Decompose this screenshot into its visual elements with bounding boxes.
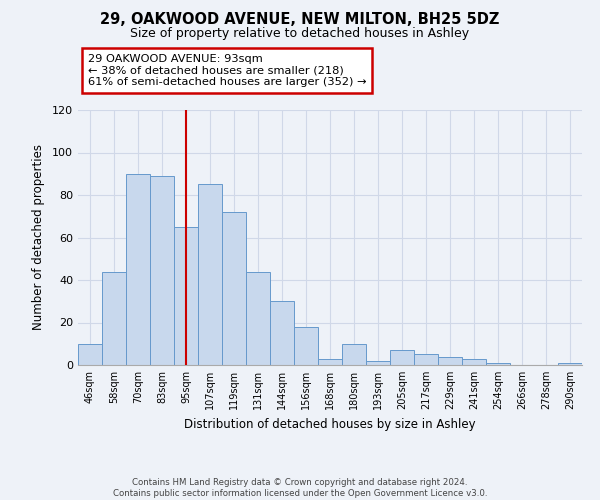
- Bar: [462, 358, 486, 365]
- Y-axis label: Number of detached properties: Number of detached properties: [32, 144, 45, 330]
- Bar: [366, 361, 390, 365]
- Bar: [222, 212, 246, 365]
- Text: 29 OAKWOOD AVENUE: 93sqm
← 38% of detached houses are smaller (218)
61% of semi-: 29 OAKWOOD AVENUE: 93sqm ← 38% of detach…: [88, 54, 367, 87]
- Bar: [174, 227, 198, 365]
- Bar: [318, 358, 342, 365]
- Bar: [150, 176, 174, 365]
- Bar: [414, 354, 438, 365]
- Bar: [270, 301, 294, 365]
- Text: Size of property relative to detached houses in Ashley: Size of property relative to detached ho…: [130, 28, 470, 40]
- Bar: [102, 272, 126, 365]
- Text: 29, OAKWOOD AVENUE, NEW MILTON, BH25 5DZ: 29, OAKWOOD AVENUE, NEW MILTON, BH25 5DZ: [100, 12, 500, 28]
- X-axis label: Distribution of detached houses by size in Ashley: Distribution of detached houses by size …: [184, 418, 476, 430]
- Bar: [294, 327, 318, 365]
- Bar: [558, 363, 582, 365]
- Bar: [78, 344, 102, 365]
- Bar: [486, 363, 510, 365]
- Bar: [390, 350, 414, 365]
- Bar: [198, 184, 222, 365]
- Bar: [342, 344, 366, 365]
- Text: Contains HM Land Registry data © Crown copyright and database right 2024.
Contai: Contains HM Land Registry data © Crown c…: [113, 478, 487, 498]
- Bar: [438, 356, 462, 365]
- Bar: [126, 174, 150, 365]
- Bar: [246, 272, 270, 365]
